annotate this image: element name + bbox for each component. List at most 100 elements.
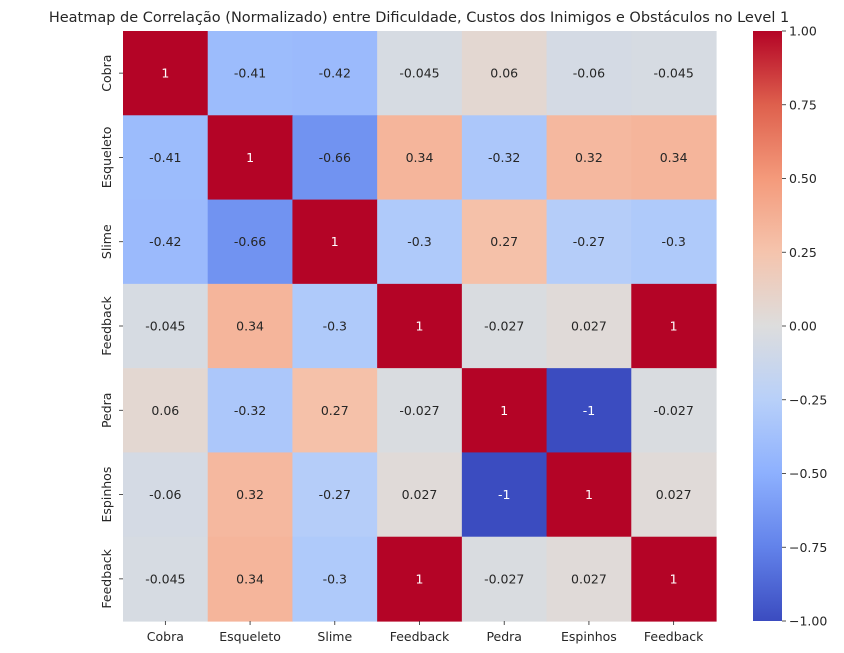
heatmap-cell	[631, 536, 717, 622]
cell-value-label: 1	[585, 487, 593, 502]
heatmap-cell	[123, 452, 209, 538]
cell-value-label: 0.27	[490, 234, 518, 249]
heatmap-cell	[631, 368, 717, 454]
x-tick-label: Cobra	[147, 629, 184, 644]
heatmap-cell	[207, 31, 294, 116]
cell-value-label: -0.32	[488, 150, 520, 165]
cell-value-label: -1	[498, 487, 510, 502]
y-tick-label: Pedra	[99, 393, 114, 429]
heatmap-cell	[377, 283, 463, 369]
x-tick-label: Pedra	[486, 629, 522, 644]
heatmap-cell	[546, 31, 632, 116]
heatmap-cells: 1 -0.41 -0.42 -0.045 0.06 -0.06 -0.045 -0.41 1 -0…	[123, 31, 717, 622]
cell-value-label: -0.41	[149, 150, 181, 165]
heatmap-cell	[631, 199, 717, 285]
heatmap-cell	[377, 31, 463, 116]
cell-value-label: 0.34	[236, 319, 264, 334]
heatmap-cell	[123, 199, 209, 285]
y-tick-label: Slime	[99, 224, 114, 259]
cell-value-label: -0.045	[145, 571, 185, 586]
cell-value-label: -0.027	[399, 403, 439, 418]
cell-value-label: 0.06	[151, 403, 179, 418]
cell-value-label: -0.027	[484, 319, 524, 334]
cell-value-label: 0.027	[402, 487, 438, 502]
heatmap-cell	[377, 452, 463, 538]
cell-value-label: -0.3	[323, 571, 347, 586]
y-tick-label: Feedback	[99, 548, 114, 608]
x-axis: Cobra Esqueleto Slime Feedback Pedra Espinhos…	[147, 621, 704, 644]
heatmap-cell	[292, 199, 378, 285]
colorbar-tick-label: −1.00	[789, 614, 827, 629]
heatmap-cell	[631, 31, 717, 116]
cell-value-label: -0.06	[573, 66, 605, 81]
cell-value-label: -0.32	[234, 403, 266, 418]
heatmap-cell	[546, 368, 632, 454]
colorbar-tick-label: 0.00	[789, 319, 817, 334]
heatmap-cell	[631, 452, 717, 538]
cell-value-label: -0.045	[653, 66, 693, 81]
cell-value-label: -0.27	[573, 234, 605, 249]
colorbar-gradient	[753, 31, 782, 621]
heatmap-cell	[377, 115, 463, 201]
heatmap-cell	[377, 368, 463, 454]
heatmap-cell	[123, 31, 209, 116]
cell-value-label: -0.027	[484, 571, 524, 586]
colorbar-tick-label: 0.25	[789, 245, 817, 260]
cell-value-label: 0.34	[660, 150, 688, 165]
cell-value-label: 0.34	[406, 150, 434, 165]
heatmap-cell	[292, 536, 378, 622]
cell-value-label: -0.027	[653, 403, 693, 418]
cell-value-label: 0.027	[571, 319, 607, 334]
heatmap-cell	[123, 283, 209, 369]
cell-value-label: -0.06	[149, 487, 181, 502]
cell-value-label: 1	[416, 571, 424, 586]
cell-value-label: -0.42	[149, 234, 181, 249]
heatmap-cell	[377, 536, 463, 622]
x-tick-label: Feedback	[390, 629, 450, 644]
heatmap-cell	[631, 115, 717, 201]
heatmap-cell	[461, 199, 548, 285]
cell-value-label: -0.3	[407, 234, 431, 249]
y-tick-label: Feedback	[99, 295, 114, 355]
heatmap-cell	[123, 368, 209, 454]
heatmap-cell	[292, 452, 378, 538]
x-tick-label: Espinhos	[561, 629, 617, 644]
x-tick-label: Esqueleto	[219, 629, 281, 644]
heatmap-cell	[546, 452, 632, 538]
cell-value-label: -0.66	[319, 150, 351, 165]
heatmap-cell	[631, 283, 717, 369]
heatmap-cell	[461, 452, 548, 538]
cell-value-label: 0.34	[236, 571, 264, 586]
heatmap-cell	[461, 368, 548, 454]
y-axis: Cobra Esqueleto Slime Feedback Pedra Espinhos…	[99, 55, 123, 609]
cell-value-label: 0.027	[571, 571, 607, 586]
heatmap-cell	[123, 536, 209, 622]
heatmap-cell	[461, 115, 548, 201]
cell-value-label: -0.045	[145, 319, 185, 334]
cell-value-label: -0.3	[661, 234, 685, 249]
heatmap-cell	[207, 199, 294, 285]
heatmap-cell	[207, 452, 294, 538]
cell-value-label: 1	[331, 234, 339, 249]
heatmap-cell	[292, 368, 378, 454]
cell-value-label: 0.32	[236, 487, 264, 502]
colorbar-tick-label: 0.75	[789, 97, 817, 112]
cell-value-label: -0.41	[234, 66, 266, 81]
y-tick-label: Cobra	[99, 55, 114, 92]
cell-value-label: -0.27	[319, 487, 351, 502]
x-tick-label: Feedback	[644, 629, 704, 644]
heatmap-cell	[292, 115, 378, 201]
heatmap-cell	[461, 31, 548, 116]
chart-title: Heatmap de Correlação (Normalizado) entr…	[49, 10, 789, 26]
heatmap-cell	[207, 536, 294, 622]
cell-value-label: 0.32	[575, 150, 603, 165]
cell-value-label: -0.3	[323, 319, 347, 334]
colorbar-tick-label: −0.50	[789, 466, 827, 481]
cell-value-label: 1	[670, 571, 678, 586]
cell-value-label: 1	[416, 319, 424, 334]
heatmap-cell	[292, 283, 378, 369]
heatmap-cell	[207, 283, 294, 369]
heatmap-cell	[546, 283, 632, 369]
cell-value-label: 0.06	[490, 66, 518, 81]
colorbar: 1.00 0.75 0.50 0.25 0.00 −0.25 −0.50 −0.75 −1.00	[753, 24, 827, 629]
